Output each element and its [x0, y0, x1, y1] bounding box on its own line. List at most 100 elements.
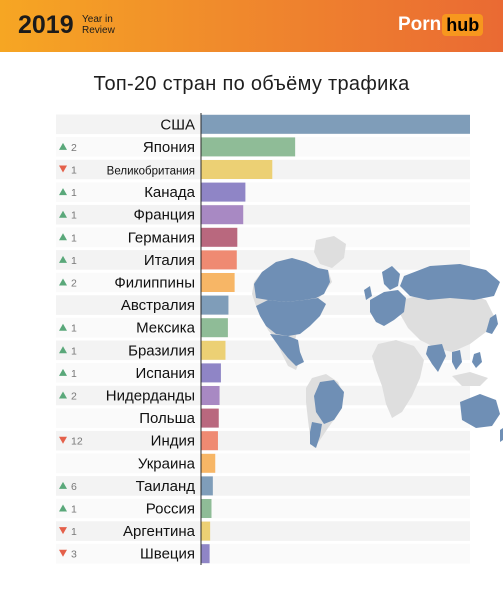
map-india: [426, 344, 446, 372]
bar: [201, 363, 221, 383]
map-new-zealand: [500, 428, 503, 442]
country-label: Аргентина: [123, 523, 196, 540]
map-greenland: [314, 236, 346, 268]
row-bg: [56, 430, 470, 451]
year-in-review-label: Year in Review: [82, 14, 115, 36]
map-scandinavia: [382, 266, 400, 290]
country-label: Германия: [128, 229, 195, 246]
arrow-up-icon: [59, 255, 67, 263]
bar: [201, 476, 213, 496]
country-label: Таиланд: [136, 478, 196, 495]
country-label: Польша: [139, 410, 195, 427]
bar: [201, 408, 219, 428]
map-thailand: [452, 350, 462, 370]
year-in-review-line1: Year in: [82, 14, 113, 25]
arrow-up-icon: [59, 391, 67, 399]
row-bg: [56, 385, 470, 406]
bar: [201, 182, 246, 202]
bar: [201, 227, 238, 247]
rank-change-value: 1: [71, 232, 77, 244]
map-brazil: [314, 380, 344, 424]
map-europe: [370, 290, 406, 326]
arrow-up-icon: [59, 142, 67, 150]
rank-change-value: 6: [71, 481, 77, 493]
rank-change-value: 1: [71, 165, 77, 177]
row-bg: [56, 476, 470, 496]
map-australia: [460, 394, 500, 428]
rank-change-value: 2: [71, 142, 77, 154]
rank-change-value: 1: [71, 255, 77, 267]
world-map-icon: [252, 236, 503, 448]
chart-title: Топ-20 стран по объёму трафика: [93, 73, 410, 95]
map-russia: [400, 264, 500, 300]
arrow-down-icon: [59, 165, 67, 173]
country-label: Испания: [135, 365, 195, 382]
row-bg: [56, 498, 470, 519]
map-japan: [486, 314, 498, 334]
rank-change-value: 1: [71, 504, 77, 516]
row-bg: [56, 182, 470, 202]
arrow-up-icon: [59, 233, 67, 241]
header-banner: 2019 Year in Review Porn hub: [0, 0, 503, 52]
country-label: Нидерданды: [106, 388, 195, 405]
arrow-up-icon: [59, 188, 67, 196]
bar: [201, 318, 228, 338]
country-label: Италия: [144, 252, 195, 269]
rank-change-value: 1: [71, 323, 77, 335]
row-bg: [56, 453, 470, 474]
arrow-down-icon: [59, 527, 67, 535]
row-bg: [56, 204, 470, 225]
country-label: Украина: [138, 455, 196, 472]
rank-change-value: 1: [71, 210, 77, 222]
bar: [201, 114, 470, 134]
map-canada: [254, 258, 330, 302]
bars-group: [201, 114, 470, 564]
row-bg: [56, 340, 470, 361]
country-label: Индия: [151, 433, 195, 450]
country-label: Мексика: [136, 320, 196, 337]
map-africa: [372, 340, 424, 418]
row-bg: [56, 521, 470, 541]
map-mexico: [270, 334, 304, 366]
row-bg: [56, 363, 470, 383]
rank-change-value: 2: [71, 391, 77, 403]
country-labels-group: США Япония Великобритания Канада Франция Герм…: [106, 116, 196, 562]
year-label: 2019: [18, 11, 74, 39]
rank-change-value: 2: [71, 278, 77, 290]
bar: [201, 544, 210, 564]
bar: [201, 273, 235, 292]
map-asia: [400, 292, 494, 352]
bar: [201, 160, 273, 179]
year-in-review-line2: Review: [82, 25, 115, 36]
country-label: Канада: [144, 184, 195, 201]
rank-change-value: 1: [71, 526, 77, 538]
bar: [201, 137, 296, 157]
bar: [201, 295, 229, 315]
row-backgrounds: [56, 114, 470, 564]
arrow-up-icon: [59, 504, 67, 512]
bar: [201, 521, 211, 541]
map-usa: [256, 298, 326, 336]
logo-text-part1: Porn: [398, 14, 442, 35]
rank-change-value: 1: [71, 345, 77, 357]
arrow-up-icon: [59, 278, 67, 286]
bar: [201, 205, 244, 225]
country-label: Великобритания: [107, 166, 195, 178]
map-indonesia: [452, 372, 488, 386]
rank-change-value: 3: [71, 549, 77, 561]
row-bg: [56, 250, 470, 270]
map-uk: [364, 286, 372, 300]
bar: [201, 453, 216, 473]
bar: [201, 386, 220, 405]
country-label: Россия: [146, 501, 195, 518]
rank-change-value: 12: [71, 436, 83, 448]
map-philippines: [472, 352, 482, 368]
row-bg: [56, 408, 470, 428]
bar: [201, 499, 212, 518]
country-label: Филиппины: [114, 275, 195, 292]
logo-text-part2: hub: [442, 14, 484, 36]
country-label: США: [160, 116, 195, 133]
arrow-down-icon: [59, 549, 67, 557]
arrow-up-icon: [59, 481, 67, 489]
